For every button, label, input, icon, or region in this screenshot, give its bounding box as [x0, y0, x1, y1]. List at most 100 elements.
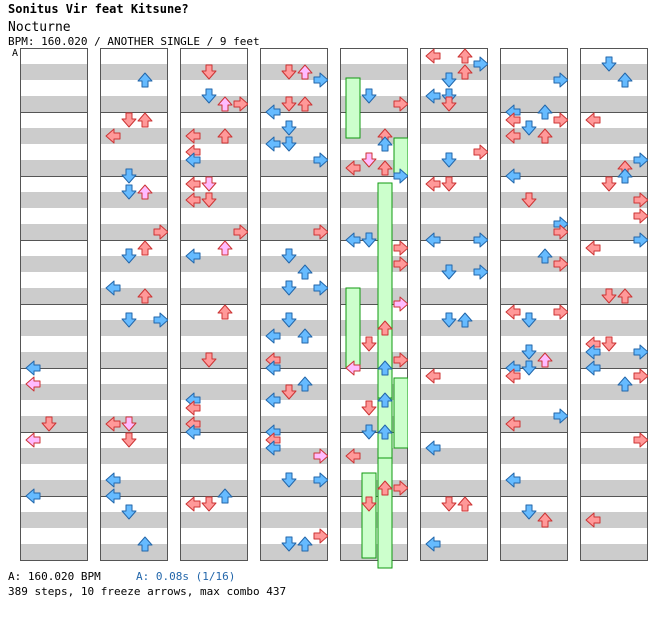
- right-arrow-icon: [553, 112, 568, 128]
- beat-stripe: [20, 544, 88, 560]
- left-arrow-icon: [105, 416, 121, 432]
- left-arrow-icon: [585, 360, 601, 376]
- beat-stripe: [20, 320, 88, 336]
- right-arrow-icon: [393, 480, 408, 496]
- beat-stripe: [500, 320, 568, 336]
- up-arrow-icon: [137, 184, 153, 200]
- chart-column-canvas: [420, 48, 488, 561]
- beat-stripe: [420, 448, 488, 464]
- beat-stripe: [100, 512, 168, 528]
- up-arrow-icon: [217, 488, 233, 504]
- left-arrow-icon: [185, 400, 201, 416]
- down-arrow-icon: [41, 416, 57, 432]
- chart-column: [500, 48, 568, 576]
- right-arrow-icon: [393, 168, 408, 184]
- left-arrow-icon: [185, 496, 201, 512]
- chart-column: [20, 48, 88, 576]
- beat-stripe: [260, 480, 328, 496]
- right-arrow-icon: [313, 448, 328, 464]
- right-arrow-icon: [473, 144, 488, 160]
- down-arrow-icon: [281, 384, 297, 400]
- right-arrow-icon: [313, 472, 328, 488]
- beat-stripe: [100, 288, 168, 304]
- up-arrow-icon: [537, 248, 553, 264]
- beat-stripe: [20, 128, 88, 144]
- left-arrow-icon: [505, 128, 521, 144]
- down-arrow-icon: [281, 280, 297, 296]
- down-arrow-icon: [281, 64, 297, 80]
- down-arrow-icon: [281, 248, 297, 264]
- up-arrow-icon: [617, 288, 633, 304]
- beat-stripe: [20, 384, 88, 400]
- left-arrow-icon: [505, 168, 521, 184]
- beat-stripe: [500, 512, 568, 528]
- chart-column-canvas: [580, 48, 648, 561]
- beat-stripe: [580, 512, 648, 528]
- down-arrow-icon: [521, 360, 537, 376]
- beat-stripe: [20, 256, 88, 272]
- beat-stripe: [100, 128, 168, 144]
- left-arrow-icon: [585, 336, 601, 352]
- left-arrow-icon: [505, 360, 521, 376]
- up-arrow-icon: [537, 128, 553, 144]
- chart-stats: 389 steps, 10 freeze arrows, max combo 4…: [8, 585, 287, 598]
- beat-stripe: [100, 480, 168, 496]
- beat-stripe: [260, 544, 328, 560]
- up-arrow-icon: [137, 240, 153, 256]
- down-arrow-icon: [441, 264, 457, 280]
- right-arrow-icon: [313, 152, 328, 168]
- up-arrow-icon: [617, 376, 633, 392]
- down-arrow-icon: [601, 176, 617, 192]
- beat-stripe: [580, 96, 648, 112]
- left-arrow-icon: [25, 432, 41, 448]
- beat-stripe: [20, 96, 88, 112]
- beat-stripe: [260, 160, 328, 176]
- down-arrow-icon: [521, 120, 537, 136]
- chart-column-canvas: [20, 48, 88, 561]
- up-arrow-icon: [217, 128, 233, 144]
- down-arrow-icon: [281, 96, 297, 112]
- up-arrow-icon: [537, 512, 553, 528]
- column-border: [420, 48, 488, 561]
- beat-stripe: [180, 288, 248, 304]
- down-arrow-icon: [281, 472, 297, 488]
- beat-stripe: [100, 320, 168, 336]
- down-arrow-icon: [121, 416, 137, 432]
- down-arrow-icon: [361, 88, 377, 104]
- left-arrow-icon: [265, 352, 281, 368]
- beat-stripe: [260, 352, 328, 368]
- beat-stripe: [340, 160, 408, 176]
- left-arrow-icon: [505, 368, 521, 384]
- chart-column: [420, 48, 488, 576]
- chart-column-canvas: [260, 48, 328, 561]
- down-arrow-icon: [361, 496, 377, 512]
- beat-stripe: [260, 192, 328, 208]
- beat-stripe: [420, 224, 488, 240]
- left-arrow-icon: [345, 448, 361, 464]
- down-arrow-icon: [121, 312, 137, 328]
- beat-stripe: [500, 544, 568, 560]
- beat-stripe: [260, 448, 328, 464]
- right-arrow-icon: [393, 240, 408, 256]
- up-arrow-icon: [377, 360, 393, 376]
- column-border: [180, 48, 248, 561]
- down-arrow-icon: [601, 288, 617, 304]
- column-border: [500, 48, 568, 561]
- up-arrow-icon: [217, 96, 233, 112]
- down-arrow-icon: [121, 432, 137, 448]
- beat-stripe: [180, 320, 248, 336]
- left-arrow-icon: [25, 376, 41, 392]
- left-arrow-icon: [105, 280, 121, 296]
- beat-stripe: [580, 192, 648, 208]
- beat-stripe: [500, 128, 568, 144]
- chart-column-canvas: [500, 48, 568, 561]
- beat-stripe: [20, 192, 88, 208]
- right-arrow-icon: [553, 224, 568, 240]
- up-arrow-icon: [457, 496, 473, 512]
- left-arrow-icon: [265, 360, 281, 376]
- down-arrow-icon: [201, 496, 217, 512]
- beat-stripe: [180, 544, 248, 560]
- up-arrow-icon: [137, 72, 153, 88]
- right-arrow-icon: [393, 96, 408, 112]
- left-arrow-icon: [585, 344, 601, 360]
